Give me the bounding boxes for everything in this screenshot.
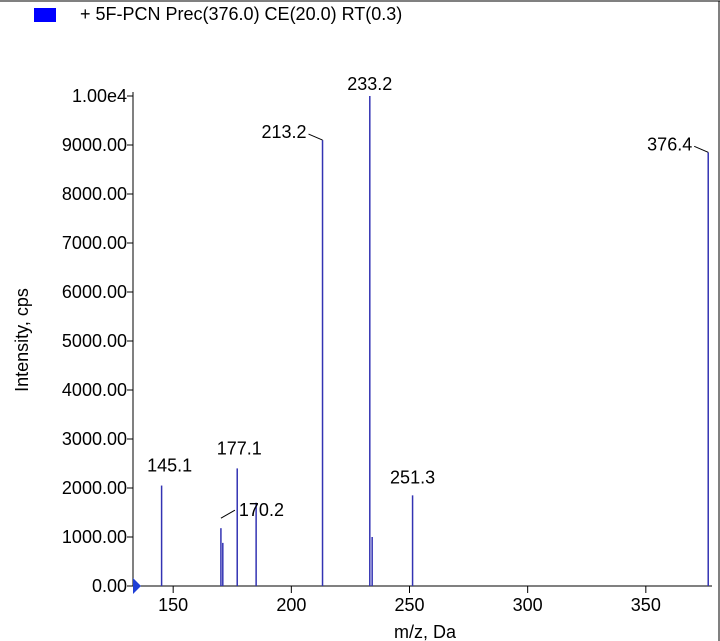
x-tick-label: 200: [276, 595, 306, 615]
y-tick-label: 1000.00: [62, 527, 127, 547]
x-tick-label: 150: [158, 595, 188, 615]
legend-label: + 5F-PCN Prec(376.0) CE(20.0) RT(0.3): [80, 4, 403, 24]
y-tick-label: 6000.00: [62, 282, 127, 302]
legend: + 5F-PCN Prec(376.0) CE(20.0) RT(0.3): [0, 0, 720, 40]
y-tick-label: 5000.00: [62, 331, 127, 351]
legend-swatch: [34, 8, 56, 22]
zero-marker-icon: [133, 578, 141, 594]
ticks: 0.00 1000.00 2000.00 3000.00 4000.00 5000.00 6…: [62, 86, 661, 615]
x-tick-label: 350: [631, 595, 661, 615]
label-leader-line: [220, 509, 236, 519]
label-leader-line: [694, 145, 709, 153]
x-tick-label: 250: [394, 595, 424, 615]
y-tick-label: 2000.00: [62, 478, 127, 498]
y-tick-label: 1.00e4: [72, 86, 127, 106]
peak-labels: 145.1 170.2 177.1 213.2 233.2 251.3 376.4: [147, 74, 709, 520]
y-tick-label: 4000.00: [62, 380, 127, 400]
peak-label: 251.3: [390, 467, 435, 487]
peak-label: 233.2: [347, 74, 392, 94]
y-tick-label: 9000.00: [62, 135, 127, 155]
peak-label: 170.2: [239, 500, 284, 520]
peaks: [160, 96, 709, 586]
y-tick-label: 7000.00: [62, 233, 127, 253]
label-leader-line: [308, 133, 323, 141]
peak-label: 145.1: [147, 456, 192, 476]
x-axis-label: m/z, Da: [394, 622, 457, 641]
peak-label: 213.2: [261, 122, 306, 142]
x-tick-label: 300: [513, 595, 543, 615]
y-tick-label: 8000.00: [62, 184, 127, 204]
peak-label: 177.1: [217, 438, 262, 458]
y-tick-label: 3000.00: [62, 429, 127, 449]
peak-label: 376.4: [647, 134, 692, 154]
y-axis-label: Intensity, cps: [12, 288, 32, 392]
y-tick-label: 0.00: [92, 576, 127, 596]
